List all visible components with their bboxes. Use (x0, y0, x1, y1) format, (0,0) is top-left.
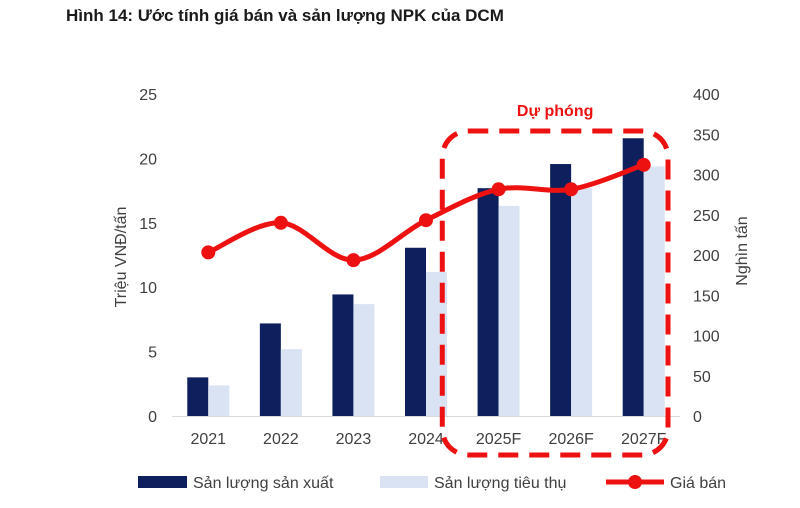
right-tick-label: 250 (693, 208, 720, 225)
chart-title: Hình 14: Ước tính giá bán và sản lượng N… (66, 6, 504, 25)
x-tick-label: 2027F (621, 431, 667, 448)
right-tick-label: 300 (693, 168, 720, 185)
legend-label-price: Giá bán (670, 475, 726, 492)
right-tick-label: 50 (693, 369, 711, 386)
left-tick-label: 15 (139, 216, 157, 233)
price-point (346, 253, 361, 268)
x-axis-ticks: 2021 2022 2023 2024 2025F 2026F 2027F (190, 431, 666, 448)
left-tick-label: 10 (139, 280, 157, 297)
legend: Sản lượng sản xuất Sản lượng tiêu thụ Giá … (138, 475, 726, 492)
left-tick-label: 25 (139, 87, 157, 104)
price-point (564, 182, 579, 197)
price-point (636, 157, 651, 172)
legend-label-consumption: Sản lượng tiêu thụ (434, 475, 566, 492)
bar-consumption (571, 188, 593, 416)
bar-production (187, 377, 209, 416)
right-tick-label: 0 (693, 409, 702, 426)
left-tick-label: 0 (148, 409, 157, 426)
x-tick-label: 2025F (476, 431, 522, 448)
price-point (201, 245, 216, 260)
forecast-label: Dự phóng (517, 103, 593, 120)
x-tick-label: 2024 (408, 431, 444, 448)
x-tick-label: 2022 (263, 431, 299, 448)
price-point (273, 215, 288, 230)
bar-production (332, 294, 354, 416)
right-tick-label: 400 (693, 87, 720, 104)
bar-production (259, 323, 281, 416)
legend-swatch-consumption (380, 476, 428, 488)
x-tick-label: 2021 (190, 431, 226, 448)
right-tick-label: 200 (693, 248, 720, 265)
bar-consumption (643, 166, 665, 416)
right-tick-label: 350 (693, 127, 720, 144)
price-point (491, 182, 506, 197)
x-tick-label: 2026F (548, 431, 594, 448)
legend-swatch-price-marker (628, 475, 642, 489)
legend-label-production: Sản lượng sản xuất (193, 475, 334, 492)
bar-consumption (208, 385, 230, 416)
bar-production (405, 247, 426, 416)
left-axis-ticks: 0 5 10 15 20 25 (139, 87, 157, 426)
bar-consumption (498, 205, 520, 416)
bar-consumption (353, 304, 375, 416)
bars (172, 138, 680, 417)
right-tick-label: 150 (693, 288, 720, 305)
price-line (201, 157, 651, 268)
left-tick-label: 20 (139, 151, 157, 168)
left-axis-title: Triệu VNĐ/tấn (113, 207, 130, 308)
right-axis-ticks: 0 50 100 150 200 250 300 350 400 (693, 87, 720, 426)
price-point (419, 213, 433, 228)
right-axis-title: Nghìn tấn (734, 216, 751, 285)
legend-swatch-production (138, 476, 187, 488)
bar-production (622, 138, 644, 416)
right-tick-label: 100 (693, 329, 720, 346)
bar-production (477, 188, 499, 416)
x-tick-label: 2023 (336, 431, 372, 448)
bar-consumption (280, 349, 302, 416)
bar-production (550, 164, 572, 416)
left-tick-label: 5 (148, 345, 157, 362)
forecast-box (439, 128, 671, 458)
